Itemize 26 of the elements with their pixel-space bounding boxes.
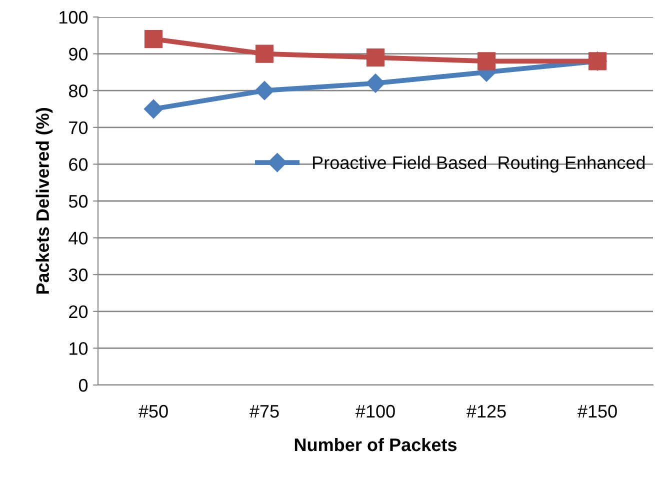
point [144,99,164,119]
x-tick-label: #125 [466,404,506,418]
x-tick-label: #75 [250,405,279,418]
x-axis-title: Number of Packets [294,438,457,452]
y-tick-label: 80 [68,84,88,98]
y-tick-label: 50 [68,194,88,208]
y-tick-label: 90 [69,48,88,61]
point [366,74,386,93]
y-axis-title: Packets Delivered (%) [36,108,53,294]
x-tick-label: #150 [578,404,617,418]
x-tick-label: #50 [138,404,168,418]
y-tick-label: 30 [68,268,88,282]
y-tick-label: 100 [60,10,88,24]
y-tick-label: 40 [68,232,88,245]
x-tick-label: #100 [356,404,395,418]
y-tick-label: 0 [78,378,88,392]
point [366,48,385,67]
point [254,81,274,100]
legend-label: Proactive Field Based Routing Enhanced [313,156,645,173]
y-tick-label: 70 [69,121,88,134]
y-tick-label: 10 [70,342,88,355]
point [477,52,496,70]
y-tick-label: 20 [69,305,88,318]
y-tick-label: 60 [69,158,88,171]
point [144,30,163,48]
point [255,44,274,63]
